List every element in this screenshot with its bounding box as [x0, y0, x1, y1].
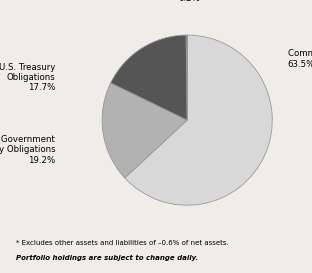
Text: Portfolio holdings are subject to change daily.: Portfolio holdings are subject to change…: [16, 255, 198, 261]
Text: Common Stock
63.5%: Common Stock 63.5%: [288, 49, 312, 69]
Wedge shape: [102, 83, 187, 178]
Text: U.S. Treasury
Obligations
17.7%: U.S. Treasury Obligations 17.7%: [0, 63, 55, 93]
Wedge shape: [125, 35, 272, 205]
Text: * Excludes other assets and liabilities of –0.6% of net assets.: * Excludes other assets and liabilities …: [16, 240, 228, 246]
Wedge shape: [186, 35, 187, 120]
Text: U.S. Government
Agency Obligations
19.2%: U.S. Government Agency Obligations 19.2%: [0, 135, 55, 165]
Wedge shape: [111, 35, 187, 120]
Text: Repurchase Agreement
0.2%: Repurchase Agreement 0.2%: [139, 0, 240, 3]
